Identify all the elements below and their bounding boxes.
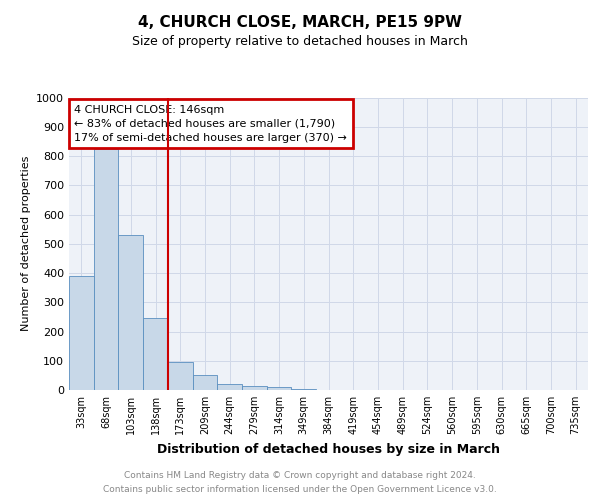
Bar bbox=[217, 384, 242, 390]
Text: Size of property relative to detached houses in March: Size of property relative to detached ho… bbox=[132, 34, 468, 48]
Bar bbox=[69, 276, 94, 390]
Bar bbox=[292, 388, 316, 390]
X-axis label: Distribution of detached houses by size in March: Distribution of detached houses by size … bbox=[157, 442, 500, 456]
Bar bbox=[143, 318, 168, 390]
Text: 4, CHURCH CLOSE, MARCH, PE15 9PW: 4, CHURCH CLOSE, MARCH, PE15 9PW bbox=[138, 15, 462, 30]
Bar bbox=[242, 386, 267, 390]
Y-axis label: Number of detached properties: Number of detached properties bbox=[20, 156, 31, 332]
Bar bbox=[118, 235, 143, 390]
Bar bbox=[193, 376, 217, 390]
Text: 4 CHURCH CLOSE: 146sqm
← 83% of detached houses are smaller (1,790)
17% of semi-: 4 CHURCH CLOSE: 146sqm ← 83% of detached… bbox=[74, 105, 347, 143]
Text: Contains HM Land Registry data © Crown copyright and database right 2024.: Contains HM Land Registry data © Crown c… bbox=[124, 472, 476, 480]
Bar bbox=[94, 148, 118, 390]
Bar bbox=[267, 387, 292, 390]
Bar bbox=[168, 362, 193, 390]
Text: Contains public sector information licensed under the Open Government Licence v3: Contains public sector information licen… bbox=[103, 486, 497, 494]
